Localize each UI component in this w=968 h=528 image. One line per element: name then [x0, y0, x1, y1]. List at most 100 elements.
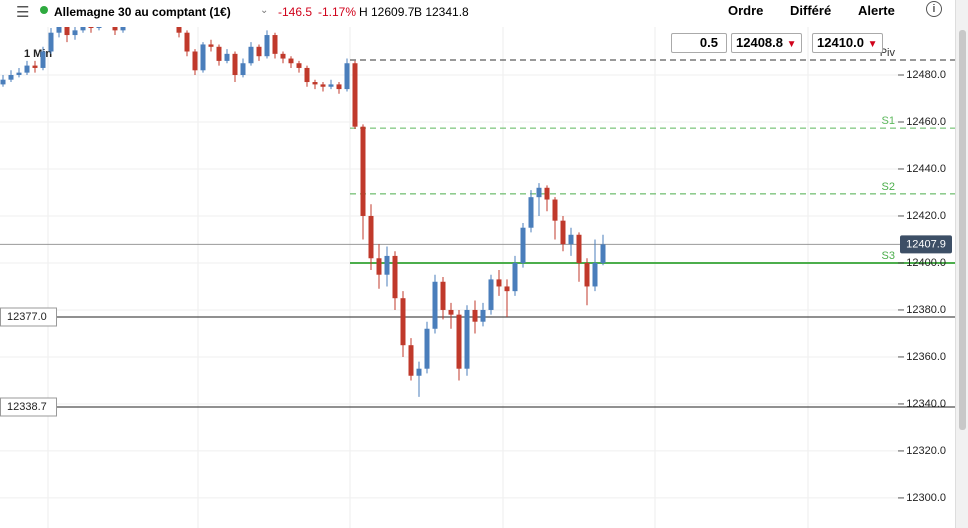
interval: 1 Min — [24, 48, 52, 60]
candle-body — [296, 63, 302, 68]
y-tick-label: 12360.0 — [906, 351, 946, 363]
y-tick-label: 12420.0 — [906, 210, 946, 222]
candle-body — [552, 199, 558, 221]
deferred-button[interactable]: Différé — [790, 3, 832, 18]
y-tick-label: 12300.0 — [906, 492, 946, 504]
candle-body — [352, 63, 358, 127]
candle-body — [528, 197, 534, 228]
candle-body — [400, 298, 406, 346]
buy-box[interactable]: 12410.0 ▼ — [812, 33, 883, 53]
candle-body — [536, 187, 542, 198]
candle-body — [272, 35, 278, 54]
candle-body — [592, 262, 598, 287]
candle-body — [88, 27, 94, 28]
y-tick-label: 12440.0 — [906, 163, 946, 175]
plot — [0, 27, 955, 499]
level-label: S3 — [882, 250, 895, 262]
candle-body — [16, 72, 22, 75]
candle-body — [600, 244, 606, 263]
candle-body — [560, 220, 566, 245]
y-tick-label: 12400.0 — [906, 257, 946, 269]
y-tick-label: 12460.0 — [906, 116, 946, 128]
alert-button[interactable]: Alerte — [858, 3, 895, 18]
candle-body — [200, 44, 206, 71]
candle-body — [408, 345, 414, 376]
candle-body — [416, 368, 422, 376]
candle-body — [232, 53, 238, 75]
candle-body — [280, 53, 286, 59]
candle-body — [8, 74, 14, 80]
candle-body — [432, 281, 438, 329]
candle-body — [288, 58, 294, 64]
instrument[interactable]: Allemagne 30 au comptant (1€) — [54, 5, 231, 19]
candle-body — [312, 82, 318, 85]
scrollbar[interactable] — [955, 0, 968, 528]
candle-body — [40, 51, 46, 68]
candle-body — [96, 27, 102, 28]
candle-body — [472, 309, 478, 322]
y-tick-label: 12320.0 — [906, 445, 946, 457]
candle-body — [32, 65, 38, 68]
candle-body — [568, 234, 574, 245]
info-icon[interactable]: i — [926, 1, 942, 17]
candle-body — [192, 51, 198, 71]
candle-body — [224, 53, 230, 61]
sell-box[interactable]: 12408.8 ▼ — [731, 33, 802, 53]
candle-body — [216, 46, 222, 61]
candle-body — [392, 255, 398, 299]
candle-body — [344, 63, 350, 90]
candle-body — [456, 314, 462, 369]
candle-body — [320, 84, 326, 87]
candle-body — [184, 32, 190, 52]
level-label: S2 — [882, 181, 895, 193]
high: H 12609.7 — [359, 5, 415, 19]
status-dot — [40, 6, 48, 14]
candle-body — [56, 27, 62, 33]
chevron[interactable]: ⌄ — [260, 5, 269, 16]
change: -146.5 — [278, 5, 313, 19]
candle-body — [480, 309, 486, 322]
candle-body — [440, 281, 446, 310]
sell-price: 12408.8 — [736, 35, 783, 50]
candle-body — [0, 79, 6, 85]
candle-body — [360, 126, 366, 216]
candle-body — [112, 27, 118, 31]
candle-body — [208, 44, 214, 47]
last-price-badge — [900, 235, 952, 254]
candle-body — [488, 279, 494, 310]
price-tag-label: 12338.7 — [7, 401, 47, 413]
size-value: 0.5 — [699, 35, 718, 50]
candle-body — [48, 32, 54, 52]
candle-body — [512, 262, 518, 292]
candle-body — [120, 27, 126, 31]
change-pct: -1.17% — [318, 5, 357, 19]
candle-body — [24, 65, 30, 73]
order-button[interactable]: Ordre — [728, 3, 764, 18]
candle-body — [72, 30, 78, 36]
low: B 12341.8 — [414, 5, 469, 19]
candle-body — [240, 63, 246, 75]
candle-body — [328, 84, 334, 87]
candle-body — [448, 309, 454, 315]
header: ☰ Allemagne 30 au comptant (1€) ⌄ -146.5… — [0, 0, 955, 26]
candle-body — [248, 46, 254, 64]
y-tick-label: 12480.0 — [906, 69, 946, 81]
last-price-label: 12407.9 — [906, 238, 946, 250]
level-label: S1 — [882, 115, 895, 127]
buy-price: 12410.0 — [817, 35, 864, 50]
price-tag — [0, 307, 57, 327]
size-input[interactable]: 0.5 — [671, 33, 727, 53]
v-grid — [47, 27, 809, 528]
menu-icon[interactable]: ☰ — [16, 4, 30, 21]
candle-body — [504, 286, 510, 292]
price-tag — [0, 397, 57, 417]
candle-body — [584, 262, 590, 287]
candle-body — [304, 67, 310, 83]
candle-body — [424, 328, 430, 369]
candle-body — [176, 27, 182, 33]
candle-body — [384, 255, 390, 275]
candle-body — [368, 215, 374, 259]
candle-body — [464, 309, 470, 369]
candle-body — [64, 27, 70, 36]
